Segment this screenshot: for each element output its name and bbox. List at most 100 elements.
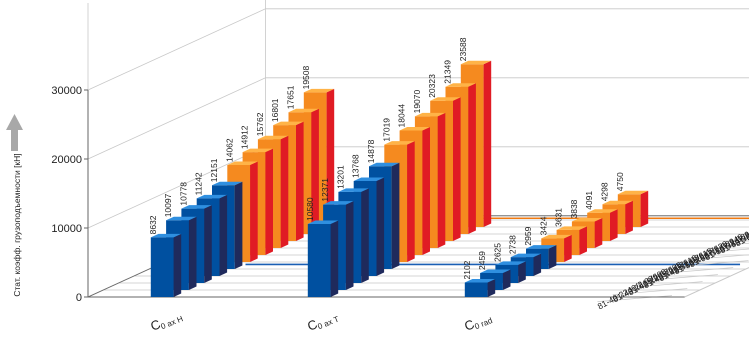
data-label: 17651 [286, 85, 296, 109]
series-leader [612, 288, 688, 295]
data-label: 3631 [554, 208, 564, 227]
bar-top [617, 190, 649, 195]
data-label: 14062 [224, 138, 234, 162]
series-leader [719, 242, 749, 246]
bar [150, 233, 182, 297]
data-label: 8632 [148, 215, 158, 234]
y-tick-label: 10000 [51, 223, 82, 235]
data-label: 20323 [427, 74, 437, 98]
bar-top [196, 194, 228, 199]
bar-side [361, 188, 369, 283]
y-axis: 0 10000 20000 30000 Стат. коэфф. грузоподъем… [6, 85, 685, 304]
bar-side [280, 135, 289, 248]
category-label: C0 ax T [305, 308, 340, 335]
bar-side [502, 269, 511, 290]
up-arrow-icon [11, 129, 18, 151]
bar-top [242, 148, 273, 153]
bars [150, 60, 649, 297]
bar-top [288, 108, 319, 113]
bar-top [430, 97, 461, 101]
data-label: 3424 [538, 216, 548, 235]
data-label: 18044 [397, 104, 407, 128]
data-label: 21349 [443, 60, 453, 84]
bar-top [212, 181, 243, 186]
data-label: 4750 [615, 172, 625, 191]
series-leader [658, 267, 734, 274]
bar-top [460, 60, 492, 65]
bar-side [533, 253, 542, 276]
bar [464, 279, 496, 297]
bar-side [376, 177, 385, 276]
bar-side [594, 218, 603, 248]
bar-top [303, 88, 335, 93]
bar-side [407, 141, 415, 262]
data-label: 10580 [305, 197, 315, 221]
y-axis-label: Стат. коэфф. грузоподъемности [кН] [12, 153, 22, 296]
bar-side [173, 233, 182, 297]
up-arrow-icon [6, 114, 23, 130]
series-leader [689, 254, 749, 260]
bar-top [150, 233, 182, 238]
y-tick-label: 0 [76, 292, 82, 304]
category-subscript: 0 ax H [160, 314, 185, 331]
bar-front [150, 237, 174, 297]
data-label: 4091 [584, 191, 594, 210]
data-label: 2625 [492, 243, 502, 262]
series-leader [673, 260, 749, 267]
bar-side [422, 127, 430, 255]
bar-top [464, 279, 496, 283]
bar-side [468, 83, 476, 234]
data-label: 17019 [381, 118, 391, 142]
bar-front [464, 282, 488, 297]
bar-top [227, 161, 258, 165]
bar-top [353, 177, 385, 181]
bar-side [250, 161, 258, 262]
data-label: 15762 [255, 112, 265, 136]
data-label: 2459 [477, 251, 487, 270]
bar-side [330, 220, 339, 297]
data-label: 23588 [458, 37, 468, 61]
bar-side [564, 234, 572, 262]
bar-top [384, 141, 415, 145]
data-label: 2738 [508, 235, 518, 254]
bar-side [265, 148, 273, 255]
bar-side [219, 194, 228, 276]
bar-top [526, 245, 557, 249]
bar-side [487, 279, 496, 297]
bar-side [188, 216, 197, 290]
bar-side [204, 205, 212, 283]
bar-side [453, 97, 461, 241]
category-subscript: 0 rad [473, 316, 493, 331]
category-label: C0 ax H [148, 308, 184, 335]
category-label: C0 rad [462, 310, 494, 335]
series-leader [735, 237, 749, 239]
data-label: 13768 [351, 154, 361, 178]
bar-top [181, 205, 212, 209]
bar-top [602, 200, 633, 205]
bar-top [166, 216, 197, 221]
series-leader [704, 248, 749, 253]
data-label: 11242 [194, 172, 204, 195]
bar-top [480, 269, 511, 273]
bar-top [510, 253, 542, 258]
bar-front [307, 224, 331, 297]
bar-side [625, 200, 633, 234]
data-label: 10778 [178, 182, 188, 206]
data-label: 14912 [240, 125, 250, 149]
bar-top [556, 226, 587, 230]
bar-top [307, 220, 339, 224]
bar-side [579, 226, 587, 255]
data-label: 19508 [301, 65, 311, 89]
bar-top [571, 218, 603, 222]
y-tick-label: 30000 [51, 85, 82, 97]
bar-top [257, 135, 289, 140]
bar-top [369, 162, 400, 167]
data-label: 12371 [320, 178, 330, 202]
data-label: 19070 [412, 89, 422, 113]
bar-top [541, 234, 572, 239]
bar-side [234, 181, 243, 269]
bar-side [391, 162, 400, 269]
data-label: 4298 [600, 182, 610, 201]
series-leader [628, 281, 703, 288]
